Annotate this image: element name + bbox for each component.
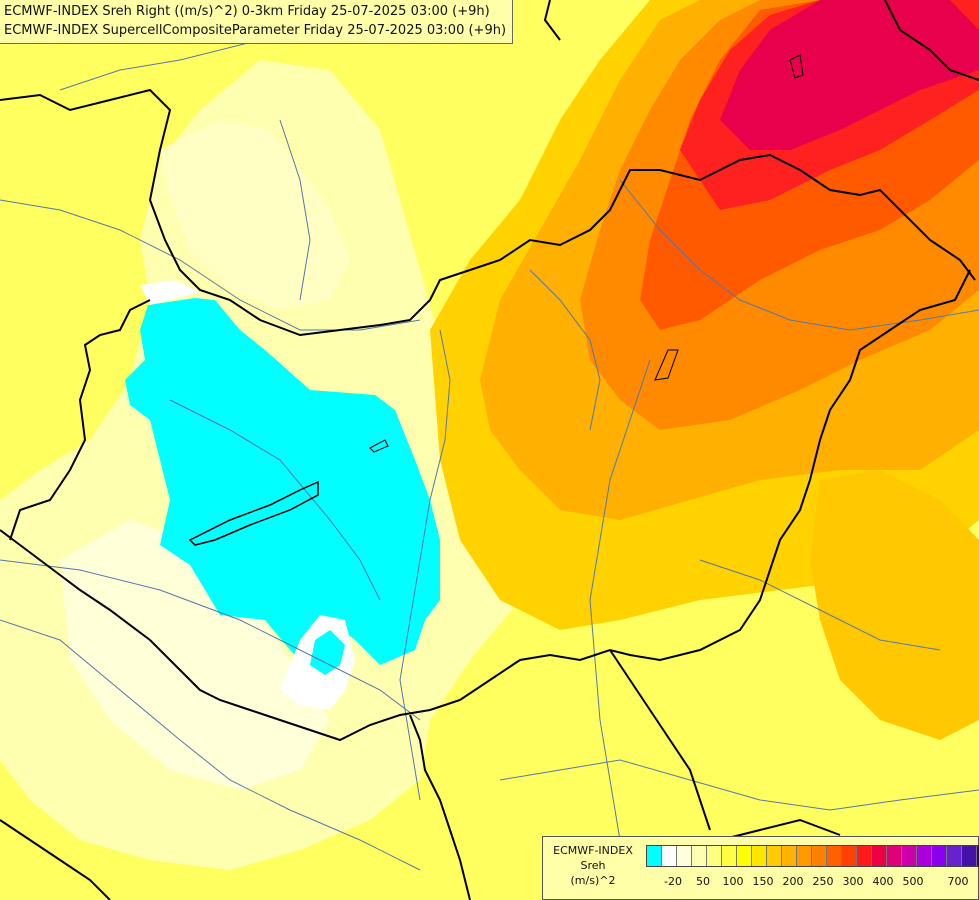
legend-tick: 150 (752, 875, 774, 888)
legend-swatch (752, 846, 767, 866)
legend-swatch (887, 846, 902, 866)
legend-swatch (857, 846, 872, 866)
legend-swatch (947, 846, 962, 866)
legend-color-bar (646, 845, 979, 867)
legend-tick: 400 (872, 875, 894, 888)
legend-swatch (737, 846, 752, 866)
field-cyan-island (310, 630, 345, 675)
legend-swatch (872, 846, 887, 866)
field-low-north (160, 120, 350, 310)
legend-swatch (677, 846, 692, 866)
legend-swatch (962, 846, 977, 866)
legend-tick: 100 (722, 875, 744, 888)
legend-tick-labels: -20 50 100 150 200 250 300 400 500 700 (646, 875, 976, 891)
legend-tick: -20 (664, 875, 682, 888)
lake-north (789, 54, 804, 79)
legend-swatch (827, 846, 842, 866)
legend-swatch (647, 846, 662, 866)
legend-swatch (707, 846, 722, 866)
legend-title: ECMWF-INDEX Sreh (m/s)^2 (547, 843, 639, 888)
field-negative-cyan (125, 298, 440, 670)
field-white-nw (140, 280, 200, 305)
lake-tisza (654, 349, 679, 381)
field-orange-east (810, 470, 979, 740)
legend-swatch (662, 846, 677, 866)
legend-swatch (722, 846, 737, 866)
rivers (0, 19, 979, 871)
legend-tick: 500 (902, 875, 924, 888)
legend-swatch (902, 846, 917, 866)
legend-swatch (917, 846, 932, 866)
legend-swatch (977, 846, 979, 866)
field-very-low-southwest (60, 520, 330, 790)
legend-swatch (692, 846, 707, 866)
legend-swatch (812, 846, 827, 866)
field-crimson (720, 0, 979, 150)
color-legend: ECMWF-INDEX Sreh (m/s)^2 -20 50 100 150 200 2… (542, 836, 979, 900)
map-title-line2: ECMWF-INDEX SupercellCompositeParameter … (4, 23, 507, 38)
legend-tick: 300 (842, 875, 864, 888)
legend-swatch (797, 846, 812, 866)
legend-tick: 700 (947, 875, 969, 888)
legend-swatch (767, 846, 782, 866)
legend-title-unit: (m/s)^2 (570, 874, 616, 887)
legend-swatch (932, 846, 947, 866)
legend-swatch (842, 846, 857, 866)
legend-title-model: ECMWF-INDEX (553, 844, 633, 857)
lake-small (369, 439, 389, 453)
lake-balaton (188, 480, 319, 546)
legend-tick: 200 (782, 875, 804, 888)
legend-tick: 50 (696, 875, 710, 888)
legend-title-parameter: Sreh (580, 859, 606, 872)
map-title-box: ECMWF-INDEX Sreh Right ((m/s)^2) 0-3km F… (0, 0, 514, 44)
map-title-line1: ECMWF-INDEX Sreh Right ((m/s)^2) 0-3km F… (4, 4, 490, 19)
legend-tick: 250 (812, 875, 834, 888)
legend-swatch (782, 846, 797, 866)
